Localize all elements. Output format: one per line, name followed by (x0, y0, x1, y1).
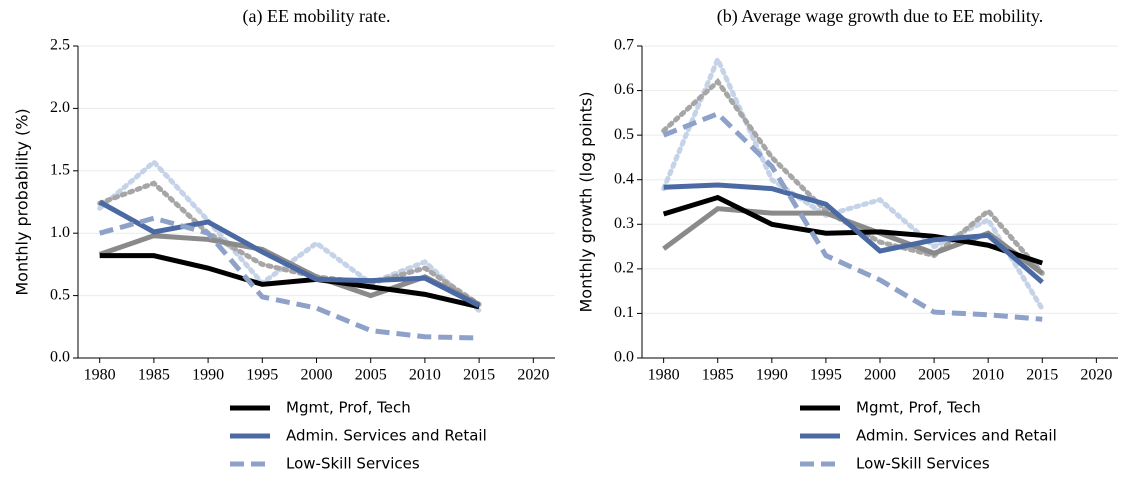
x-tick-label: 2000 (864, 367, 896, 384)
y-tick-label: 0.3 (614, 215, 634, 232)
x-tick-label: 2015 (463, 367, 495, 384)
series-line (662, 110, 1043, 322)
y-tick-label: 1.0 (50, 224, 70, 241)
legend-label: Admin. Services and Retail (856, 427, 1057, 445)
y-tick-label: 0.1 (614, 304, 634, 321)
y-tick-label: 0.2 (614, 260, 634, 277)
legend-label: Admin. Services and Retail (286, 427, 487, 445)
legend-label: Low-Skill Services (856, 455, 990, 473)
x-tick-label: 2020 (1080, 367, 1112, 384)
y-tick-label: 0.5 (50, 286, 70, 303)
series-line (663, 182, 1044, 285)
series-line (98, 199, 481, 308)
chart-title: (a) EE mobility rate. (243, 6, 391, 27)
y-tick-label: 1.5 (50, 161, 70, 178)
x-tick-label: 1980 (84, 367, 116, 384)
x-tick-label: 2010 (409, 367, 441, 384)
x-tick-label: 2015 (1026, 367, 1058, 384)
x-tick-label: 1985 (138, 367, 170, 384)
series-line (99, 253, 480, 310)
x-tick-label: 2000 (301, 367, 333, 384)
series-line (99, 215, 480, 341)
y-tick-label: 0.0 (50, 349, 70, 366)
y-tick-label: 0.0 (614, 349, 634, 366)
x-tick-label: 1995 (810, 367, 842, 384)
x-tick-label: 1980 (648, 367, 680, 384)
chart-title: (b) Average wage growth due to EE mobili… (717, 6, 1043, 27)
y-tick-label: 2.0 (50, 99, 70, 116)
x-tick-label: 2020 (517, 367, 549, 384)
x-tick-label: 1995 (246, 367, 278, 384)
series-line (662, 194, 1044, 266)
x-tick-label: 1990 (756, 367, 788, 384)
y-tick-label: 0.4 (614, 170, 634, 187)
y-tick-label: 0.5 (614, 126, 634, 143)
y-axis-label: Monthly growth (log points) (577, 91, 596, 312)
series-line (661, 53, 1045, 312)
x-tick-label: 1990 (192, 367, 224, 384)
series-line (662, 206, 1044, 276)
x-tick-label: 1985 (702, 367, 734, 384)
legend-label: Low-Skill Services (286, 455, 420, 473)
x-tick-label: 2005 (355, 367, 387, 384)
legend-label: Mgmt, Prof, Tech (856, 399, 981, 417)
series-line (97, 180, 482, 307)
x-tick-label: 2005 (918, 367, 950, 384)
legend-label: Mgmt, Prof, Tech (286, 399, 411, 417)
y-tick-label: 0.7 (614, 37, 634, 54)
y-axis-label: Monthly probability (%) (13, 108, 32, 295)
y-tick-label: 2.5 (50, 37, 70, 54)
x-tick-label: 2010 (972, 367, 1004, 384)
y-tick-label: 0.6 (614, 81, 634, 98)
